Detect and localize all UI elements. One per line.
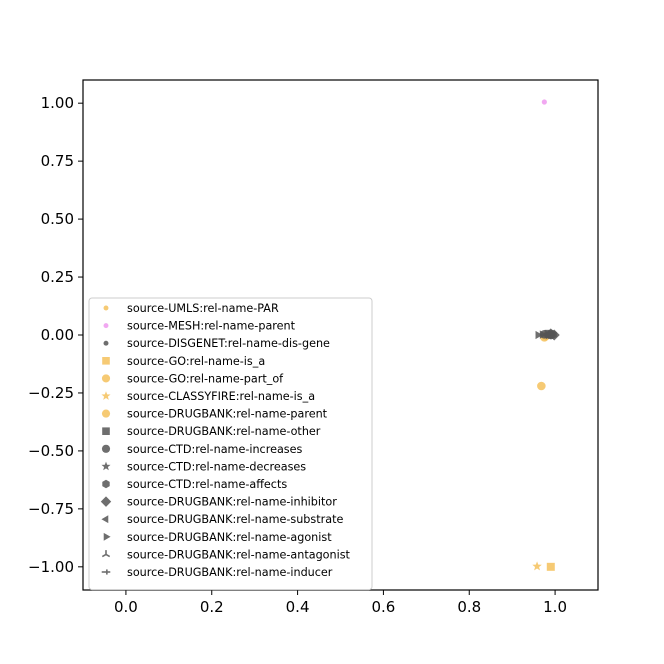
x-tick-label: 0.8 bbox=[457, 598, 481, 616]
x-axis: 0.0 0.2 0.4 0.6 0.8 1.0 bbox=[114, 590, 567, 616]
y-tick-label: 0.25 bbox=[41, 268, 74, 286]
legend-marker bbox=[101, 374, 111, 383]
x-tick-label: 0.2 bbox=[200, 598, 224, 616]
legend-entry: source-DRUGBANK:rel-name-parent bbox=[101, 408, 328, 421]
legend-entry: source-CTD:rel-name-increases bbox=[101, 443, 303, 456]
data-point bbox=[546, 562, 555, 571]
x-tick-label: 0.6 bbox=[371, 598, 395, 616]
legend-marker bbox=[102, 427, 110, 435]
legend-marker bbox=[101, 409, 111, 418]
y-axis: 1.00 0.75 0.50 0.25 0.00 −0.25 −0.50 −0.75 −1.00 bbox=[28, 94, 83, 576]
legend-marker bbox=[100, 496, 112, 507]
legend-label: source-UMLS:rel-name-PAR bbox=[127, 302, 279, 315]
series-15 bbox=[546, 331, 556, 338]
legend-entry: source-CTD:rel-name-affects bbox=[102, 478, 287, 491]
legend-entry: source-DRUGBANK:rel-name-other bbox=[102, 425, 321, 438]
legend-marker bbox=[102, 479, 110, 489]
y-tick-label: −0.50 bbox=[28, 442, 74, 460]
data-point bbox=[539, 330, 548, 339]
legend-frame bbox=[88, 297, 373, 591]
legend-marker bbox=[103, 532, 111, 541]
legend-entry: source-GO:rel-name-is_a bbox=[102, 355, 265, 368]
legend-label: source-DISGENET:rel-name-dis-gene bbox=[127, 337, 330, 350]
x-tick-label: 0.4 bbox=[286, 598, 310, 616]
series-13 bbox=[535, 330, 548, 340]
legend-label: source-CTD:rel-name-decreases bbox=[127, 460, 306, 473]
legend-marker bbox=[103, 340, 109, 346]
legend-marker bbox=[101, 569, 111, 575]
legend-label: source-MESH:rel-name-parent bbox=[127, 320, 296, 333]
legend-marker bbox=[101, 461, 111, 471]
legend-entry: source-DRUGBANK:rel-name-inhibitor bbox=[100, 496, 337, 509]
data-point bbox=[535, 330, 543, 340]
data-point bbox=[532, 561, 542, 571]
legend-entry: source-CLASSYFIRE:rel-name-is_a bbox=[101, 390, 315, 403]
legend-marker bbox=[101, 515, 109, 524]
legend-marker bbox=[103, 305, 109, 311]
data-point bbox=[541, 99, 547, 105]
y-tick-label: −1.00 bbox=[28, 558, 74, 576]
legend-entry: source-UMLS:rel-name-PAR bbox=[103, 302, 279, 315]
data-point bbox=[546, 331, 556, 338]
x-tick-label: 0.0 bbox=[114, 598, 138, 616]
series-5 bbox=[532, 561, 542, 571]
legend-label: source-DRUGBANK:rel-name-substrate bbox=[127, 513, 343, 526]
y-tick-label: 0.75 bbox=[41, 152, 74, 170]
y-tick-label: 0.50 bbox=[41, 210, 74, 228]
legend-entry: source-DRUGBANK:rel-name-substrate bbox=[101, 513, 343, 526]
legend-entry: source-DRUGBANK:rel-name-antagonist bbox=[101, 548, 351, 561]
legend-label: source-DRUGBANK:rel-name-other bbox=[127, 425, 321, 438]
y-tick-label: −0.75 bbox=[28, 500, 74, 518]
legend-label: source-DRUGBANK:rel-name-inducer bbox=[127, 566, 333, 579]
legend: source-UMLS:rel-name-PAR source-MESH:rel-… bbox=[88, 297, 373, 591]
legend-label: source-DRUGBANK:rel-name-agonist bbox=[127, 531, 332, 544]
legend-label: source-DRUGBANK:rel-name-inhibitor bbox=[127, 496, 337, 509]
series-1 bbox=[541, 99, 547, 105]
x-tick-label: 1.0 bbox=[543, 598, 567, 616]
legend-entry: source-DRUGBANK:rel-name-agonist bbox=[103, 531, 332, 544]
legend-label: source-GO:rel-name-part_of bbox=[127, 372, 284, 385]
legend-entry: source-GO:rel-name-part_of bbox=[101, 372, 284, 385]
legend-label: source-CTD:rel-name-increases bbox=[127, 443, 303, 456]
data-point bbox=[537, 381, 546, 391]
legend-marker bbox=[101, 391, 111, 400]
legend-marker bbox=[102, 357, 110, 365]
y-tick-label: 0.00 bbox=[41, 326, 74, 344]
legend-label: source-CTD:rel-name-affects bbox=[127, 478, 287, 491]
legend-marker bbox=[101, 444, 111, 453]
y-tick-label: −0.25 bbox=[28, 384, 74, 402]
legend-label: source-DRUGBANK:rel-name-antagonist bbox=[127, 548, 351, 561]
legend-label: source-DRUGBANK:rel-name-parent bbox=[127, 408, 328, 421]
legend-entry: source-DRUGBANK:rel-name-inducer bbox=[101, 566, 333, 579]
series-3 bbox=[546, 562, 555, 571]
points-layer bbox=[532, 99, 560, 571]
legend-entry: source-CTD:rel-name-decreases bbox=[101, 460, 306, 473]
legend-entry: source-MESH:rel-name-parent bbox=[103, 320, 296, 333]
legend-label: source-CLASSYFIRE:rel-name-is_a bbox=[127, 390, 315, 403]
legend-marker bbox=[103, 323, 109, 329]
legend-label: source-GO:rel-name-is_a bbox=[127, 355, 265, 368]
y-tick-label: 1.00 bbox=[41, 94, 74, 112]
legend-entry: source-DISGENET:rel-name-dis-gene bbox=[103, 337, 330, 350]
legend-marker bbox=[101, 550, 111, 558]
